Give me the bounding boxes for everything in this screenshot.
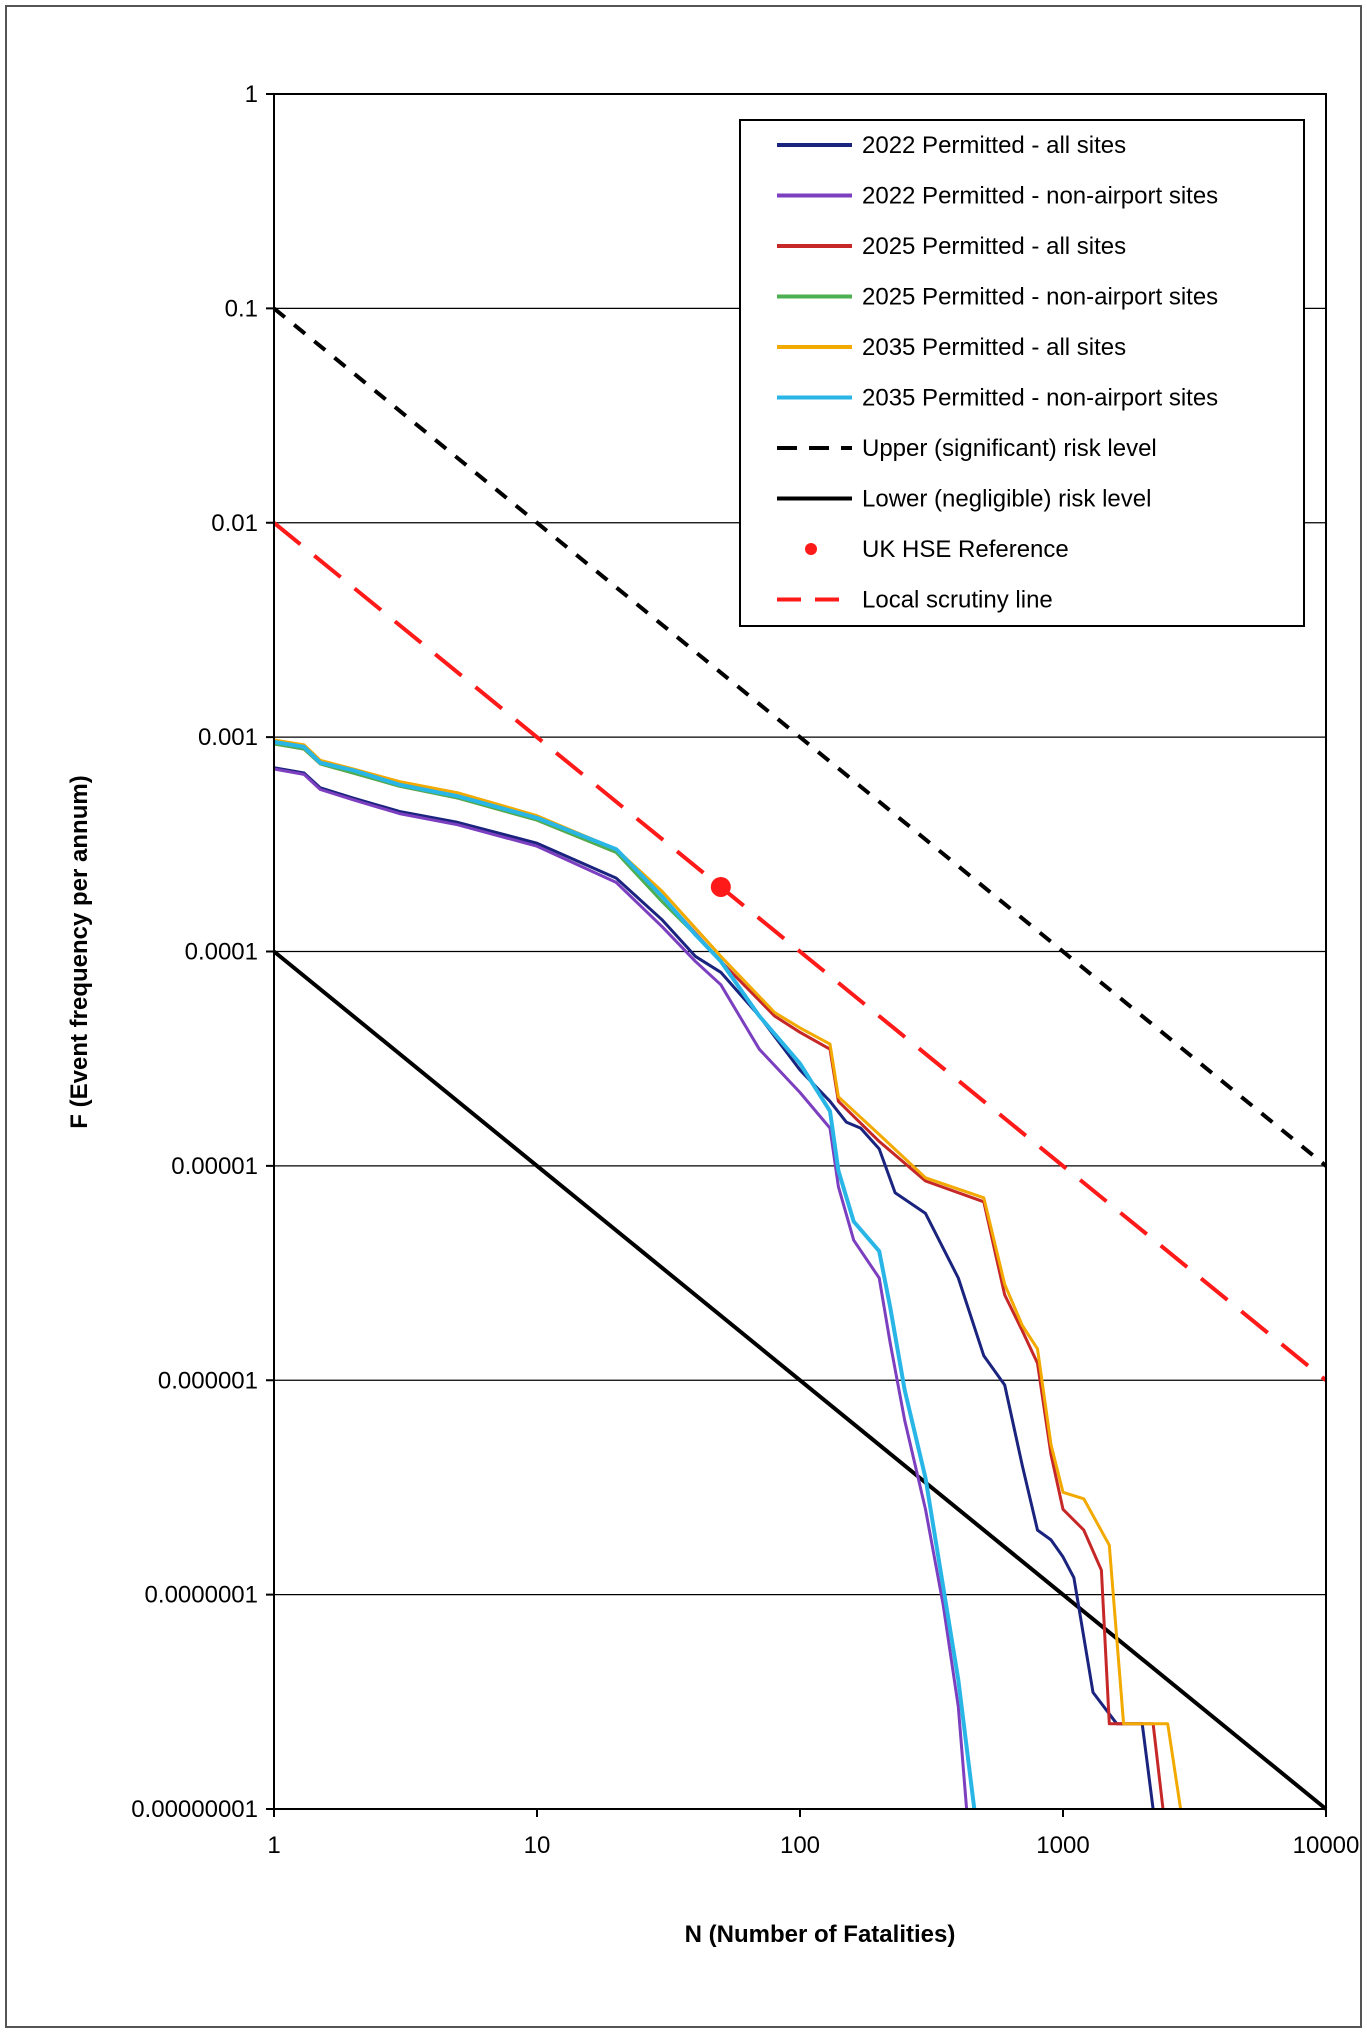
series-lines [273, 738, 1183, 1810]
series-line-2035-permitted-all-sites [273, 738, 1183, 1810]
legend-label-7: Lower (negligible) risk level [862, 486, 1151, 513]
series-line-2035-permitted-non-airport-sites [273, 739, 977, 1810]
legend-label-2: 2025 Permitted - all sites [862, 233, 1126, 260]
series-line-upper-significant-risk-level [272, 306, 1328, 1168]
legend-label-9: Local scrutiny line [862, 587, 1053, 614]
series-line-local-scrutiny-line [272, 521, 1328, 1382]
y-tick-labels: 1 0.1 0.01 0.001 0.0001 0.00001 0.000001 0.0000… [131, 81, 274, 1823]
x-tick-label-4: 10000 [1293, 1832, 1360, 1859]
y-tick-label-1: 0.1 [225, 295, 258, 322]
legend-label-4: 2035 Permitted - all sites [862, 334, 1126, 361]
legend-label-5: 2035 Permitted - non-airport sites [862, 385, 1218, 412]
legend-label-0: 2022 Permitted - all sites [862, 132, 1126, 159]
series-line-lower-negligible-risk-level [272, 949, 1328, 1811]
marker-uk-hse-reference [710, 876, 731, 897]
y-tick-label-8: 0.00000001 [131, 1796, 258, 1823]
legend-label-8: UK HSE Reference [862, 536, 1069, 563]
y-tick-label-6: 0.000001 [158, 1367, 258, 1394]
legend: 2022 Permitted - all sites 2022 Permitted… [739, 119, 1305, 627]
y-tick-label-0: 1 [245, 81, 258, 108]
legend-box [739, 119, 1305, 627]
y-tick-label-5: 0.00001 [171, 1153, 258, 1180]
x-axis-label: N (Number of Fatalities) [685, 1921, 956, 1948]
x-tick-label-1: 10 [524, 1832, 551, 1859]
legend-swatch-8 [805, 543, 817, 555]
y-tick-label-7: 0.0000001 [145, 1582, 258, 1609]
x-tick-label-2: 100 [780, 1832, 820, 1859]
x-tick-labels: 1 10 100 1000 10000 [267, 1809, 1359, 1859]
legend-label-1: 2022 Permitted - non-airport sites [862, 183, 1218, 210]
legend-label-6: Upper (significant) risk level [862, 435, 1157, 462]
series-line-2022-permitted-all-sites [273, 766, 1155, 1810]
reference-markers [710, 876, 731, 897]
y-tick-label-2: 0.01 [211, 510, 258, 537]
legend-label-3: 2025 Permitted - non-airport sites [862, 284, 1218, 311]
reference-lines [272, 306, 1328, 1811]
y-axis-label: F (Event frequency per annum) [66, 775, 93, 1128]
x-tick-label-0: 1 [267, 1832, 280, 1859]
y-tick-label-4: 0.0001 [185, 939, 258, 966]
y-tick-label-3: 0.001 [198, 724, 258, 751]
x-tick-label-3: 1000 [1036, 1832, 1089, 1859]
series-line-2022-permitted-non-airport-sites [273, 767, 969, 1810]
